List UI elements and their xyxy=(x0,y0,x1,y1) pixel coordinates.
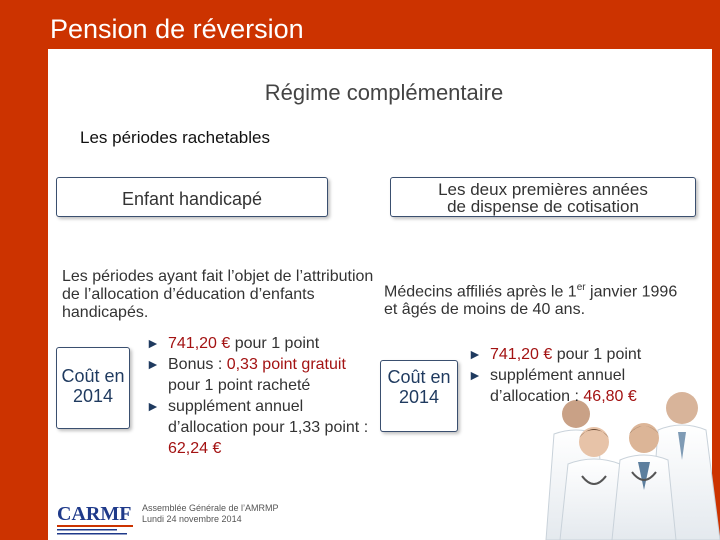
triangle-right-icon: ► xyxy=(146,398,160,414)
right-frame-bar xyxy=(712,0,720,540)
bullet-value: 741,20 € xyxy=(168,335,231,352)
right-description-part1: Médecins affiliés après le 1 xyxy=(384,283,577,301)
list-item: ► supplément annuel d’allocation : 46,80… xyxy=(468,365,698,407)
footer-line2: Lundi 24 novembre 2014 xyxy=(142,514,242,524)
bullet-value: 0,33 point gratuit xyxy=(226,356,346,373)
footer-text: Assemblée Générale de l’AMRMP Lundi 24 n… xyxy=(142,503,279,525)
section-heading: Les périodes rachetables xyxy=(80,128,270,147)
right-cost-box: Coût en 2014 xyxy=(380,360,458,432)
footer-line1: Assemblée Générale de l’AMRMP xyxy=(142,503,279,513)
doctors-photo xyxy=(545,392,720,540)
left-description: Les périodes ayant fait l’objet de l’att… xyxy=(62,268,374,321)
bullet-text: pour 1 point xyxy=(552,346,642,363)
right-cost-label-line2: 2014 xyxy=(398,387,440,407)
bullet-value: 741,20 € xyxy=(490,346,553,363)
list-item: ► 741,20 € pour 1 point xyxy=(146,333,378,354)
dispense-label-line1: Les deux premières années xyxy=(438,180,648,199)
bullet-text: supplément annuel d’allocation : xyxy=(490,367,626,405)
left-bullet-list: ► 741,20 € pour 1 point ► Bonus : 0,33 p… xyxy=(146,333,378,459)
list-item: ► Bonus : 0,33 point gratuit pour 1 poin… xyxy=(146,354,378,396)
bullet-text: supplément annuel d’allocation pour 1,33… xyxy=(168,398,369,436)
right-description-line2: et âgés de moins de 40 ans. xyxy=(384,301,586,319)
left-cost-label-line2: 2014 xyxy=(72,386,114,406)
dispense-label-line2: de dispense de cotisation xyxy=(447,197,639,216)
bullet-text: Bonus : xyxy=(168,356,227,373)
list-item: ► 741,20 € pour 1 point xyxy=(468,344,698,365)
header-bar xyxy=(0,0,720,49)
carmf-logo: CARMF xyxy=(57,503,133,535)
right-bullet-list: ► 741,20 € pour 1 point ► supplément ann… xyxy=(468,344,698,407)
slide-subtitle: Régime complémentaire xyxy=(264,80,504,105)
left-cost-label-line1: Coût en xyxy=(61,366,125,386)
right-description-sup: er xyxy=(576,282,586,293)
list-item: ► supplément annuel d’allocation pour 1,… xyxy=(146,396,378,459)
bullet-text: pour 1 point xyxy=(230,335,320,352)
slide-title: Pension de réversion xyxy=(50,14,304,44)
dispense-cotisation-box: Les deux premières années de dispense de… xyxy=(390,177,696,217)
logo-text: CARMF xyxy=(57,503,131,525)
bullet-value: 62,24 € xyxy=(168,440,222,457)
triangle-right-icon: ► xyxy=(146,356,160,372)
enfant-handicape-box: Enfant handicapé xyxy=(56,177,328,217)
right-cost-label-line1: Coût en xyxy=(387,367,451,387)
right-description: Médecins affiliés après le 1er janvier 1… xyxy=(384,279,696,319)
triangle-right-icon: ► xyxy=(146,335,160,351)
triangle-right-icon: ► xyxy=(468,367,482,383)
bullet-text: pour 1 point racheté xyxy=(168,377,311,394)
left-cost-box: Coût en 2014 xyxy=(56,347,130,429)
left-frame-bar xyxy=(0,0,48,540)
enfant-handicape-label: Enfant handicapé xyxy=(121,189,263,209)
triangle-right-icon: ► xyxy=(468,346,482,362)
right-description-part2: janvier 1996 xyxy=(585,283,678,301)
bullet-value: 46,80 € xyxy=(583,388,637,405)
